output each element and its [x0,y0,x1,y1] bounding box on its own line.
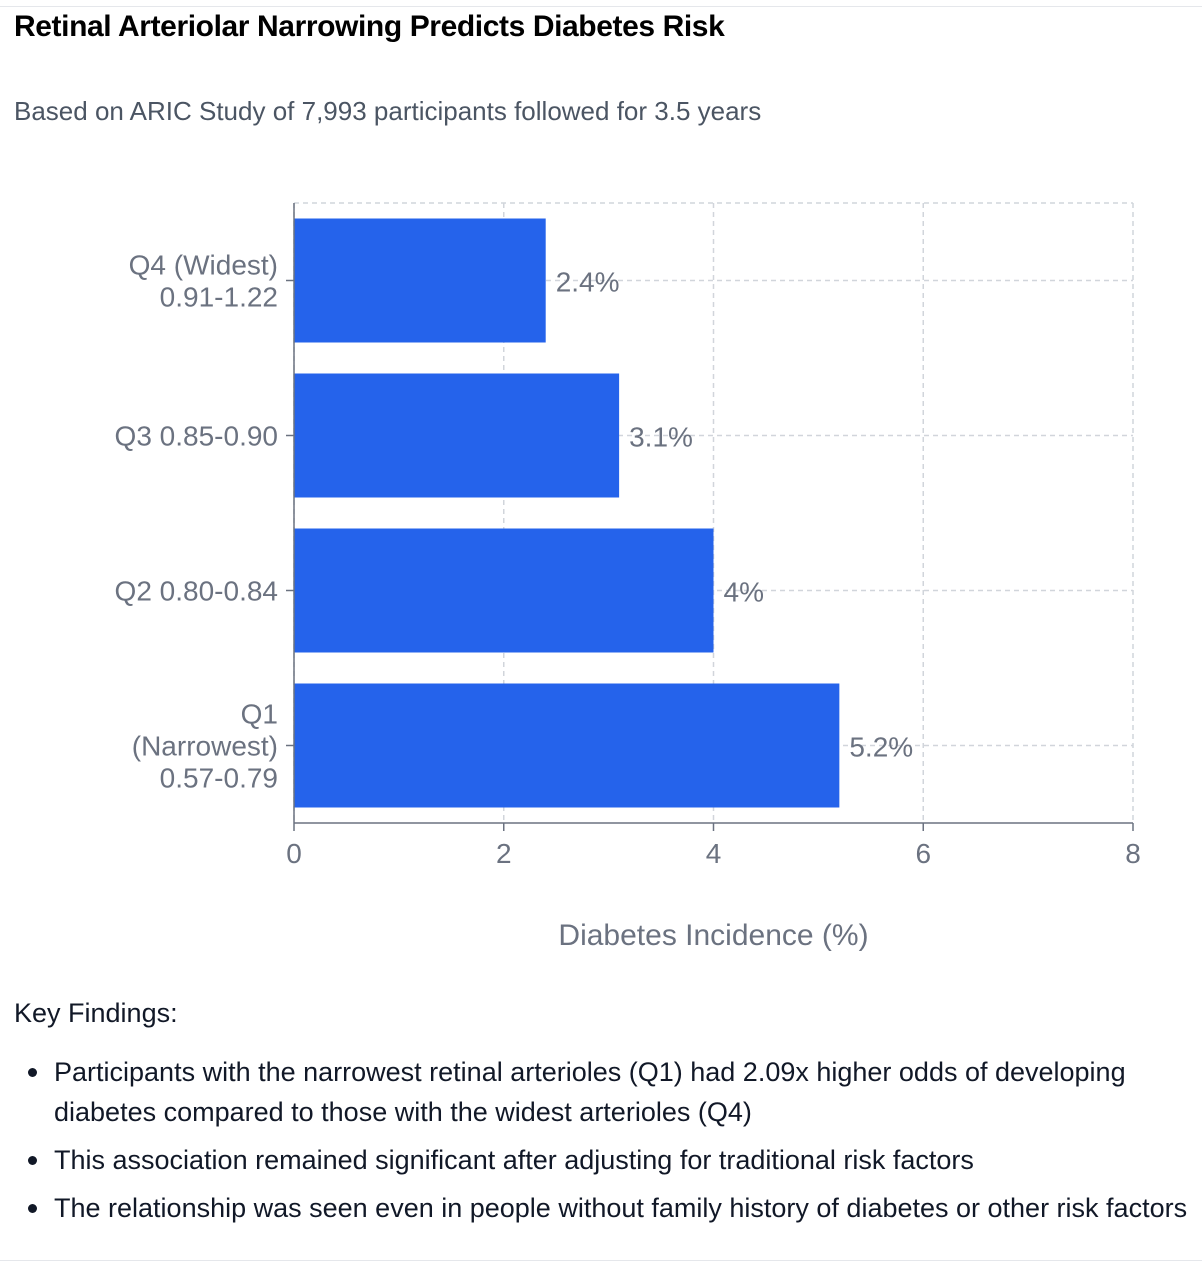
category-label: Q4 (Widest) [129,250,278,281]
bar [294,218,546,343]
bars [294,218,840,808]
data-label: 5.2% [849,732,913,763]
axes [286,203,1134,831]
bar [294,373,620,498]
category-label: (Narrowest) [132,731,278,762]
bar-chart: 2.4% Q4 (Widest)0.91-1.22 3.1% Q3 0.85-0.90… [115,202,1141,953]
x-tick-label: 6 [915,838,931,869]
finding-text: Participants with the narrowest retinal … [54,1057,1126,1127]
category-label: Q1 [241,699,278,730]
finding-text: This association remained significant af… [54,1145,974,1175]
category-label: Q2 0.80-0.84 [115,576,278,607]
key-findings-heading: Key Findings: [14,998,178,1028]
chart-title: Retinal Arteriolar Narrowing Predicts Di… [14,10,725,43]
bullet-icon [28,1204,37,1213]
top-divider [0,6,1202,7]
x-axis-title: Diabetes Incidence (%) [558,919,868,952]
bullet-icon [28,1068,37,1077]
bottom-divider [0,1260,1202,1261]
category-label: 0.57-0.79 [160,763,278,794]
finding-text: The relationship was seen even in people… [54,1193,1188,1223]
category-label: 0.91-1.22 [160,282,278,313]
x-tick-label: 0 [286,838,302,869]
finding-item: Participants with the narrowest retinal … [14,1052,1194,1132]
bar [294,683,840,808]
category-label: Q3 0.85-0.90 [115,421,278,452]
bar [294,528,714,653]
chart-subtitle: Based on ARIC Study of 7,993 participant… [14,96,762,126]
labels: 2.4% Q4 (Widest)0.91-1.22 3.1% Q3 0.85-0.90… [115,250,1141,953]
data-label: 2.4% [556,267,620,298]
x-tick-label: 4 [706,838,722,869]
data-label: 4% [724,577,764,608]
bullet-icon [28,1156,37,1165]
finding-item: This association remained significant af… [14,1140,1194,1180]
key-findings-list: Participants with the narrowest retinal … [14,1052,1194,1236]
x-tick-label: 8 [1125,838,1141,869]
finding-item: The relationship was seen even in people… [14,1188,1194,1228]
data-label: 3.1% [629,422,693,453]
x-tick-label: 2 [496,838,512,869]
